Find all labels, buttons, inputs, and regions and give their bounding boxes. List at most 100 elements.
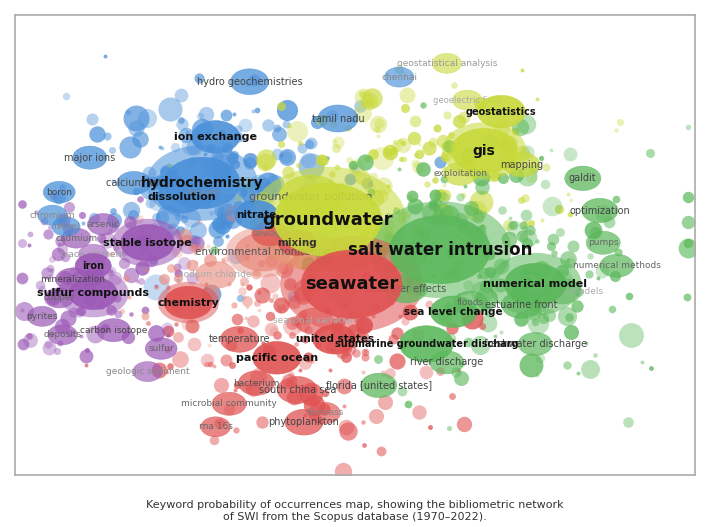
Point xyxy=(424,227,435,236)
Point xyxy=(256,290,268,299)
Point xyxy=(410,151,421,160)
Point xyxy=(319,253,330,261)
Point xyxy=(293,161,304,169)
Point xyxy=(328,346,339,354)
Point xyxy=(234,326,246,335)
Point xyxy=(359,158,371,166)
Text: calcium: calcium xyxy=(185,188,219,197)
Point xyxy=(476,321,488,330)
Point xyxy=(293,192,304,201)
Point xyxy=(203,341,214,349)
Point xyxy=(343,346,354,355)
Circle shape xyxy=(43,181,75,203)
Point xyxy=(59,253,70,261)
Point xyxy=(419,231,430,240)
Point xyxy=(356,109,367,118)
Point xyxy=(384,297,395,305)
Point xyxy=(520,193,531,202)
Point xyxy=(444,211,455,219)
Point xyxy=(212,194,224,202)
Point xyxy=(212,173,224,182)
Point xyxy=(502,140,513,149)
Point xyxy=(76,307,87,316)
Point xyxy=(509,223,520,232)
Point xyxy=(567,241,579,250)
Circle shape xyxy=(56,268,90,291)
Point xyxy=(163,160,174,169)
Circle shape xyxy=(212,392,246,415)
Circle shape xyxy=(192,121,240,153)
Point xyxy=(217,256,229,264)
Circle shape xyxy=(361,373,397,397)
Point xyxy=(170,320,182,328)
Text: nickel: nickel xyxy=(53,222,80,231)
Point xyxy=(268,186,279,194)
Point xyxy=(402,252,413,261)
Point xyxy=(136,247,148,255)
Point xyxy=(356,258,367,267)
Point xyxy=(195,154,206,163)
Point xyxy=(302,326,314,335)
Point xyxy=(282,106,293,114)
Point xyxy=(441,269,452,278)
Point xyxy=(413,163,424,172)
Point xyxy=(348,258,359,267)
Point xyxy=(153,366,165,374)
Point xyxy=(290,340,302,348)
Point xyxy=(421,368,432,376)
Point xyxy=(275,151,287,160)
Point xyxy=(521,172,532,180)
Point xyxy=(151,192,162,200)
Circle shape xyxy=(518,333,552,356)
Point xyxy=(18,306,30,315)
Point xyxy=(455,374,466,383)
Point xyxy=(574,288,585,296)
Point xyxy=(110,244,121,252)
Circle shape xyxy=(28,306,57,326)
Circle shape xyxy=(313,325,356,354)
Text: bacterium: bacterium xyxy=(233,378,280,387)
Point xyxy=(347,116,359,124)
Point xyxy=(610,195,621,203)
Point xyxy=(430,175,441,184)
Point xyxy=(183,160,195,169)
Point xyxy=(264,312,275,320)
Text: tamil nadu: tamil nadu xyxy=(312,113,364,123)
Point xyxy=(438,164,449,173)
Point xyxy=(475,189,486,197)
Point xyxy=(273,130,285,139)
Point xyxy=(484,268,496,277)
Circle shape xyxy=(69,277,117,310)
Point xyxy=(282,206,293,214)
Point xyxy=(266,296,277,304)
Point xyxy=(464,226,476,235)
Point xyxy=(370,193,381,202)
Text: exploitation: exploitation xyxy=(433,169,487,178)
Point xyxy=(164,230,175,238)
Point xyxy=(361,271,372,280)
Text: boron: boron xyxy=(46,188,72,197)
Point xyxy=(330,144,342,152)
Point xyxy=(288,393,299,402)
Point xyxy=(339,275,350,283)
Point xyxy=(222,231,233,240)
Point xyxy=(172,276,183,285)
Text: salt water intrusion: salt water intrusion xyxy=(348,241,532,259)
Point xyxy=(75,332,87,340)
Point xyxy=(69,266,80,275)
Point xyxy=(204,163,215,172)
Point xyxy=(251,299,263,307)
Point xyxy=(413,253,424,261)
Point xyxy=(131,114,142,122)
Point xyxy=(67,308,79,316)
Point xyxy=(540,179,551,188)
Point xyxy=(311,287,322,296)
Point xyxy=(191,300,202,308)
Point xyxy=(250,268,261,276)
Point xyxy=(280,119,291,128)
Point xyxy=(290,382,302,391)
Point xyxy=(337,347,348,356)
Point xyxy=(572,369,583,377)
Point xyxy=(593,274,604,282)
Point xyxy=(462,316,474,325)
